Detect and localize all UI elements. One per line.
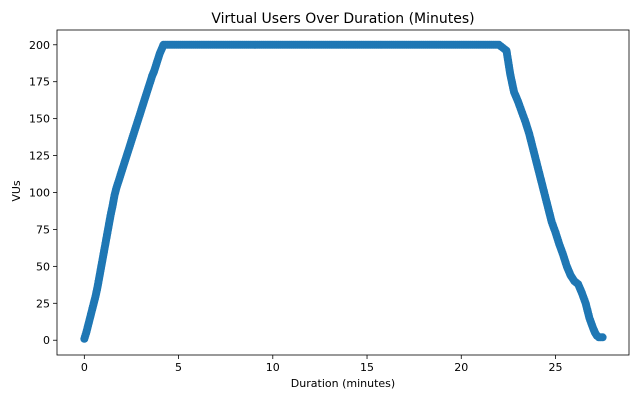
y-tick-label: 100 [29,187,50,200]
chart-title: Virtual Users Over Duration (Minutes) [211,11,474,27]
y-tick-label: 150 [29,113,50,126]
y-tick-label: 75 [36,223,50,236]
y-tick-label: 50 [36,260,50,273]
y-tick-label: 125 [29,150,50,163]
plot-frame [56,29,630,356]
x-tick-label: 10 [266,361,280,374]
y-tick-label: 175 [29,76,50,89]
y-axis-label: VUs [10,180,23,202]
data-point [598,333,607,342]
y-tick-label: 200 [29,39,50,52]
y-tick-label: 25 [36,297,50,310]
x-tick-label: 20 [454,361,468,374]
axis-ticks: 0 5 10 15 20 25 0 25 50 75 100 125 150 175 200 [29,39,562,374]
y-tick-label: 0 [43,334,50,347]
x-tick-label: 25 [548,361,562,374]
x-tick-label: 5 [175,361,182,374]
x-axis-label: Duration (minutes) [291,377,395,390]
x-tick-label: 0 [81,361,88,374]
data-points [80,40,607,343]
x-tick-label: 15 [360,361,374,374]
